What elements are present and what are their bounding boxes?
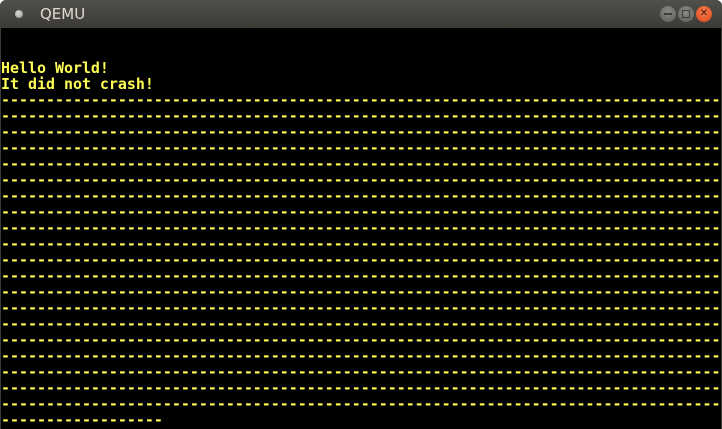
screen-line: ----------------------------------------… — [1, 139, 721, 157]
screen-line: Hello World! — [1, 59, 109, 77]
screen-line: ----------------------------------------… — [1, 251, 721, 269]
screen-line: ----------------------------------------… — [1, 171, 721, 189]
app-icon[interactable] — [15, 10, 23, 18]
screen-line: ----------------------------------------… — [1, 315, 721, 333]
screen-line — [1, 44, 721, 60]
screen-line: ----------------------------------------… — [1, 91, 721, 109]
screen-line: ----------------------------------------… — [1, 235, 721, 253]
screen-line: ----------------------------------------… — [1, 363, 721, 381]
screen-line: It did not crash! — [1, 75, 154, 93]
screen-line: ----------------------------------------… — [1, 283, 721, 301]
title-bar[interactable]: QEMU ✕ — [0, 0, 722, 28]
screen-line: ----------------------------------------… — [1, 347, 721, 365]
vga-text-screen[interactable]: Hello World! It did not crash! -----------… — [1, 28, 721, 429]
screen-line: ----------------------------------------… — [1, 219, 721, 237]
maximize-button[interactable] — [678, 6, 694, 22]
minimize-button[interactable] — [660, 6, 676, 22]
screen-line: ----------------------------------------… — [1, 107, 721, 125]
screen-line: ------------------ — [1, 411, 163, 429]
minimize-icon — [664, 13, 672, 15]
screen-line — [1, 28, 721, 44]
close-icon: ✕ — [699, 8, 709, 19]
screen-line: ----------------------------------------… — [1, 123, 721, 141]
screen-line: ----------------------------------------… — [1, 379, 721, 397]
screen-line: ----------------------------------------… — [1, 187, 721, 205]
screen-line: ----------------------------------------… — [1, 331, 721, 349]
screen-line: ----------------------------------------… — [1, 299, 721, 317]
close-button[interactable]: ✕ — [696, 6, 712, 22]
screen-line: ----------------------------------------… — [1, 203, 721, 221]
window-title: QEMU — [40, 5, 86, 23]
screen-line: ----------------------------------------… — [1, 267, 721, 285]
maximize-icon — [682, 10, 690, 18]
screen-line: ----------------------------------------… — [1, 155, 721, 173]
screen-line: ----------------------------------------… — [1, 395, 721, 413]
